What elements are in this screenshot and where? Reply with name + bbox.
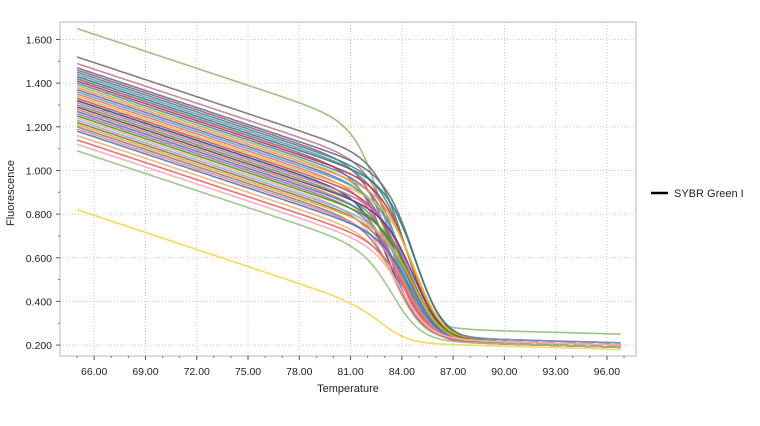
x-tick-label: 87.00 (440, 366, 466, 378)
series-group (76, 27, 621, 351)
x-tick-label: 81.00 (337, 366, 363, 378)
melt-curve-line (76, 27, 621, 335)
x-tick-label: 84.00 (389, 366, 415, 378)
legend-label-sybr: SYBR Green I (674, 188, 744, 200)
melt-curve-line (76, 208, 621, 351)
plot-area-border (59, 21, 637, 357)
y-axis-label: Fluorescence (5, 160, 17, 226)
y-tick-label: 1.400 (26, 78, 52, 90)
x-axis-label: Temperature (317, 383, 379, 395)
x-tick-label: 93.00 (543, 366, 569, 378)
axis-ticks: 0.200 0.400 0.600 0.800 1.000 1.200 1.400 1.600… (26, 34, 625, 378)
x-tick-label: 90.00 (491, 366, 517, 378)
plot-frame (59, 21, 637, 357)
x-tick-label: 66.00 (81, 366, 107, 378)
y-tick-label: 1.200 (26, 122, 52, 134)
melt-curve-line (76, 150, 621, 349)
y-tick-label: 0.400 (26, 296, 52, 308)
x-tick-label: 96.00 (594, 366, 620, 378)
x-tick-label: 69.00 (132, 366, 158, 378)
y-tick-label: 1.000 (26, 165, 52, 177)
y-tick-label: 0.200 (26, 340, 52, 352)
melt-curve-line (76, 143, 621, 346)
y-tick-label: 1.600 (26, 34, 52, 46)
y-tick-label: 0.600 (26, 253, 52, 265)
x-tick-label: 72.00 (184, 366, 210, 378)
y-tick-label: 0.800 (26, 209, 52, 221)
legend: SYBR Green I (651, 188, 744, 200)
x-tick-label: 75.00 (235, 366, 261, 378)
x-tick-label: 78.00 (286, 366, 312, 378)
